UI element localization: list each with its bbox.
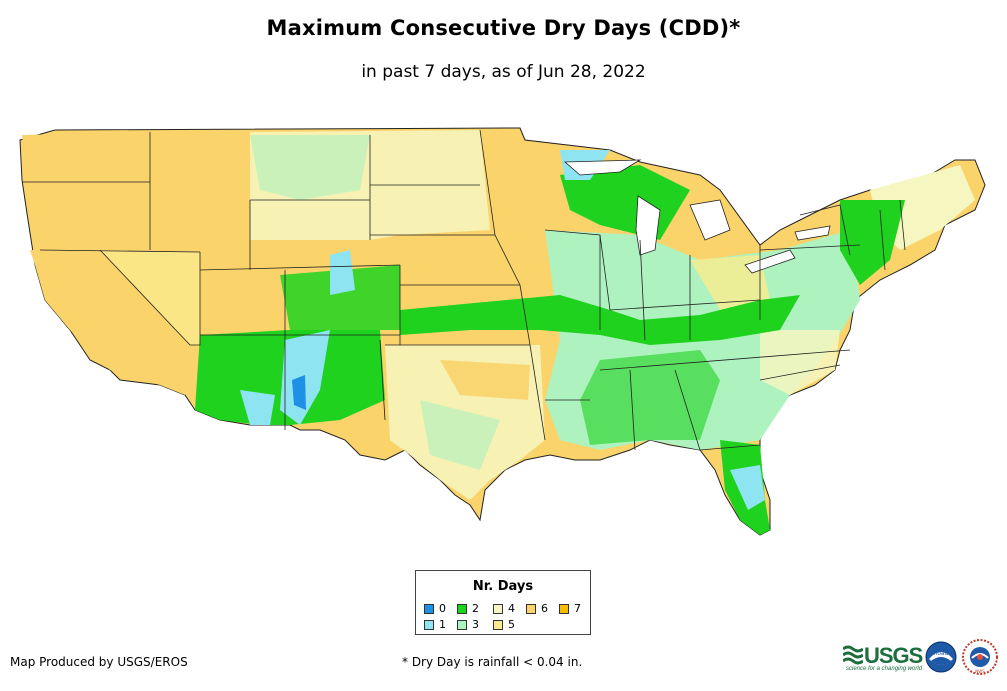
legend-title: Nr. Days: [472, 579, 534, 594]
map-title: Maximum Consecutive Dry Days (CDD)*: [266, 16, 741, 40]
legend-swatch: [424, 603, 434, 614]
dry-day-footnote: * Dry Day is rainfall < 0.04 in.: [402, 655, 583, 669]
legend-label: 4: [508, 602, 515, 615]
legend-item: 0: [424, 602, 446, 615]
legend-label: 0: [439, 602, 446, 615]
legend-item: 5: [493, 618, 515, 631]
legend-label: 6: [541, 602, 548, 615]
legend-swatch: [493, 603, 503, 614]
noaa-logo-text: noaa: [934, 650, 949, 657]
noaa-logo-icon: noaa: [925, 641, 957, 673]
legend-swatch: [493, 619, 503, 630]
legend-swatch: [457, 603, 467, 614]
legend-swatch: [526, 603, 536, 614]
usgs-logo-icon: [843, 645, 863, 665]
legend-item: 6: [526, 602, 548, 615]
nws-logo-icon: NWS: [962, 639, 998, 675]
legend-item: 1: [424, 618, 446, 631]
map-subtitle: in past 7 days, as of Jun 28, 2022: [361, 62, 646, 82]
legend-swatch: [559, 603, 569, 614]
legend-item: 2: [457, 602, 479, 615]
legend-label: 3: [472, 618, 479, 631]
legend-item: 4: [493, 602, 515, 615]
usgs-tagline: science for a changing world: [846, 666, 923, 672]
legend-item: 7: [559, 602, 581, 615]
legend-item: 3: [457, 618, 479, 631]
legend-label: 5: [508, 618, 515, 631]
map-credit: Map Produced by USGS/EROS: [10, 655, 188, 669]
usgs-wordmark: USGS: [864, 643, 923, 668]
legend-label: 1: [439, 618, 446, 631]
nws-logo-text: NWS: [975, 669, 985, 674]
legend-label: 2: [472, 602, 479, 615]
legend: Nr. Days 0 1 2 3 4 5 6 7: [415, 570, 591, 635]
legend-swatch: [457, 619, 467, 630]
legend-swatch: [424, 619, 434, 630]
legend-label: 7: [574, 602, 581, 615]
